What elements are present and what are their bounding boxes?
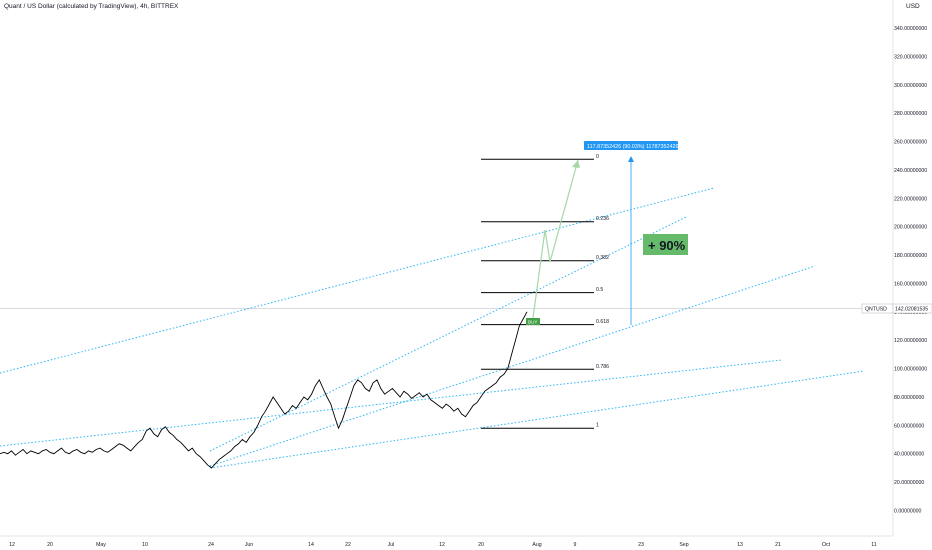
x-tick-label: 23 bbox=[638, 542, 644, 548]
y-tick-label: 20.00000000 bbox=[894, 480, 924, 486]
x-tick-label: 20 bbox=[478, 542, 484, 548]
price-series-line bbox=[0, 311, 528, 469]
fib-level-label: 0.5 bbox=[596, 287, 603, 293]
support-line-2 bbox=[209, 370, 865, 469]
fib-level-label: 0 bbox=[596, 154, 599, 160]
y-tick-label: 60.00000000 bbox=[894, 423, 924, 429]
support-line-1 bbox=[0, 359, 783, 447]
trend-channels bbox=[0, 187, 865, 469]
time-axis[interactable]: 12 20 May 10 24 Jun 14 22 Jul 12 20 Aug 9 23 Sep 13 21 Oc… bbox=[9, 542, 877, 548]
currency-label: USD bbox=[906, 3, 920, 10]
x-tick-label: Sep bbox=[679, 542, 688, 548]
measure-label-box bbox=[584, 141, 678, 150]
y-tick-label: 80.00000000 bbox=[894, 395, 924, 401]
fib-level-label: 1 bbox=[596, 423, 599, 429]
fibonacci-levels[interactable]: 0 0.236 0.382 0.5 0.618 0.786 1 bbox=[481, 154, 609, 429]
y-tick-label: 280.00000000 bbox=[894, 111, 927, 117]
x-tick-label: 9 bbox=[574, 542, 577, 548]
buy-badge bbox=[526, 318, 540, 325]
y-tick-label: 100.00000000 bbox=[894, 367, 927, 373]
x-tick-label: 21 bbox=[775, 542, 781, 548]
projection-arrowhead bbox=[572, 160, 580, 168]
price-tag-box bbox=[892, 303, 932, 314]
y-tick-label: 40.00000000 bbox=[894, 452, 924, 458]
price-axis[interactable]: 0.00000000 20.00000000 40.00000000 60.00000… bbox=[894, 26, 927, 515]
x-tick-label: 12 bbox=[9, 542, 15, 548]
fib-level-label: 0.236 bbox=[596, 216, 609, 222]
x-tick-label: May bbox=[96, 542, 106, 548]
y-tick-label: 240.00000000 bbox=[894, 168, 927, 174]
y-tick-label: 160.00000000 bbox=[894, 281, 927, 287]
y-tick-label: 320.00000000 bbox=[894, 54, 927, 60]
gain-label: + 90% bbox=[648, 238, 686, 253]
fib-level-label: 0.382 bbox=[596, 255, 609, 261]
measure-label: 117.87352426 (90.03%) 11787352426 bbox=[587, 144, 679, 150]
x-tick-label: 12 bbox=[439, 542, 445, 548]
channel-line-upper bbox=[0, 187, 715, 374]
x-tick-label: Jul bbox=[388, 542, 395, 548]
y-tick-label: 120.00000000 bbox=[894, 338, 927, 344]
y-tick-label: 260.00000000 bbox=[894, 140, 927, 146]
channel-line-mid bbox=[209, 216, 687, 452]
fib-level-label: 0.786 bbox=[596, 364, 609, 370]
price-tag: 142.02081535 bbox=[895, 307, 928, 313]
y-tick-label: 180.00000000 bbox=[894, 253, 927, 259]
x-tick-label: 14 bbox=[308, 542, 314, 548]
chart-title: Quant / US Dollar (calculated by Trading… bbox=[4, 3, 179, 10]
x-tick-label: Jun bbox=[245, 542, 253, 548]
y-tick-label: 300.00000000 bbox=[894, 83, 927, 89]
y-tick-label: 200.00000000 bbox=[894, 225, 927, 231]
x-tick-label: Aug bbox=[532, 542, 541, 548]
x-tick-label: 20 bbox=[47, 542, 53, 548]
y-tick-label: 340.00000000 bbox=[894, 26, 927, 32]
x-tick-label: 11 bbox=[871, 542, 876, 548]
symbol-tag: QNTUSD bbox=[865, 307, 887, 313]
fib-level-label: 0.618 bbox=[596, 319, 609, 325]
projection-path bbox=[532, 159, 579, 319]
x-tick-label: 24 bbox=[208, 542, 214, 548]
buy-label: BUY bbox=[528, 320, 537, 325]
y-tick-label: 220.00000000 bbox=[894, 196, 927, 202]
gain-badge bbox=[643, 234, 688, 255]
measure-arrowhead bbox=[628, 156, 634, 162]
x-tick-label: 10 bbox=[142, 542, 148, 548]
y-tick-label: 0.00000000 bbox=[894, 509, 922, 515]
x-tick-label: 13 bbox=[737, 542, 743, 548]
channel-line-lower bbox=[209, 265, 816, 467]
x-tick-label: 22 bbox=[345, 542, 351, 548]
x-tick-label: Oct bbox=[822, 542, 831, 548]
